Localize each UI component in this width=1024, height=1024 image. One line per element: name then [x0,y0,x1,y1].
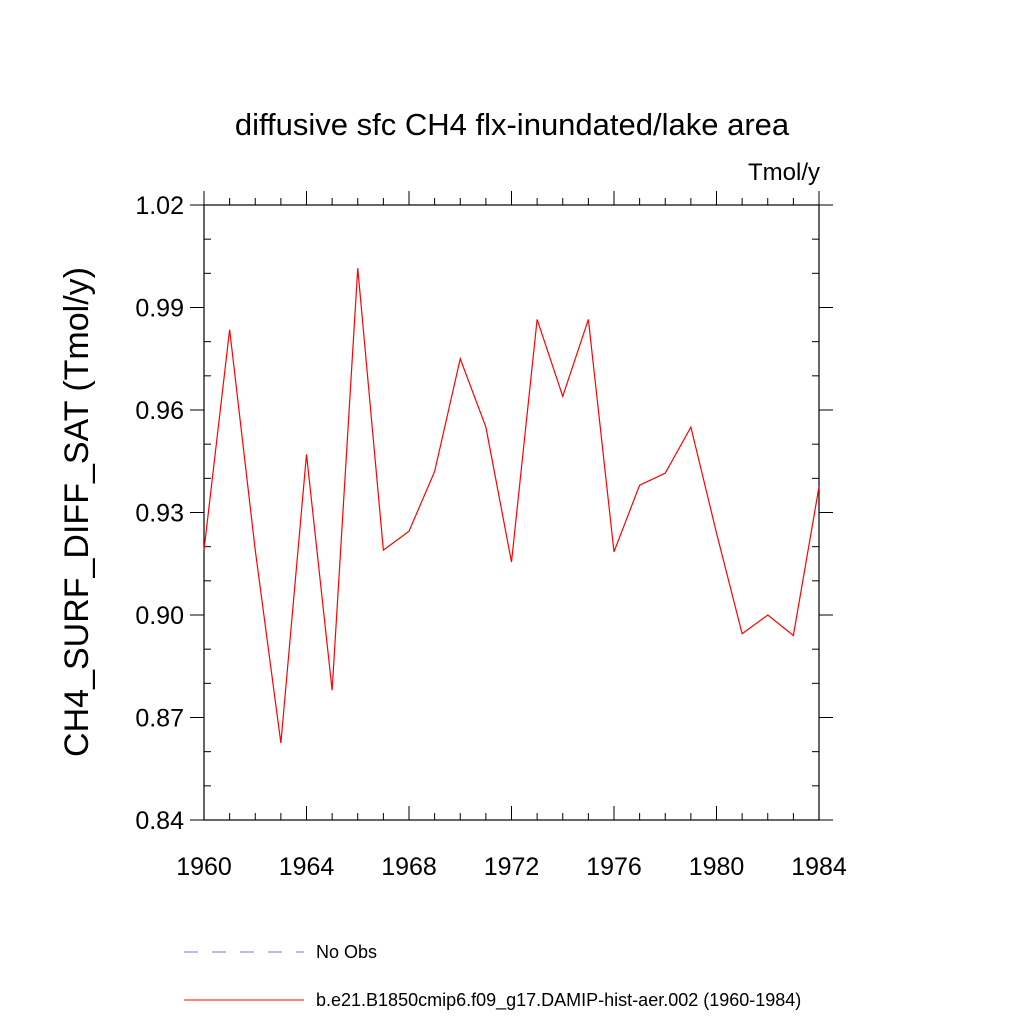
legend-label-1: b.e21.B1850cmip6.f09_g17.DAMIP-hist-aer.… [316,990,801,1011]
x-tick-label: 1960 [176,853,232,881]
legend: No Obs b.e21.B1850cmip6.f09_g17.DAMIP-his… [184,942,801,1011]
series-layer [203,268,820,744]
plot-frame [203,204,820,821]
y-tick-label: 0.93 [135,500,184,528]
x-tick-label: 1980 [689,853,745,881]
y-tick-label: 0.96 [135,397,184,425]
y-tick-label: 1.02 [135,192,184,220]
legend-label-0: No Obs [316,942,377,962]
axis-tick-labels: 1960 1964 1968 1972 1976 1980 1984 0.84 0.87 0.90… [135,192,847,881]
y-axis-label: CH4_SURF_DIFF_SAT (Tmol/y) [58,267,96,757]
axis-ticks [190,191,833,821]
y-tick-label: 0.87 [135,705,184,733]
x-tick-label: 1984 [791,853,847,881]
x-tick-label: 1972 [484,853,540,881]
x-tick-label: 1976 [586,853,642,881]
series-line-1 [203,268,820,744]
x-tick-label: 1964 [279,853,335,881]
y-tick-label: 0.99 [135,295,184,323]
units-label: Tmol/y [748,159,820,186]
y-tick-label: 0.84 [135,807,184,835]
chart-title: diffusive sfc CH4 flx-inundated/lake are… [235,107,790,142]
x-tick-label: 1968 [381,853,437,881]
y-tick-label: 0.90 [135,602,184,630]
